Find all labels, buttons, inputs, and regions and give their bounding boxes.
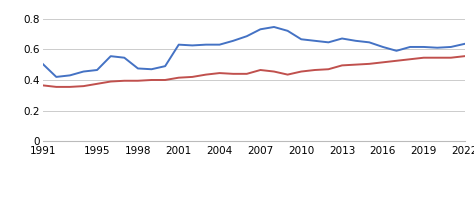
- Kent Hills Elementary School: [298, 38, 304, 41]
- Kent Hills Elementary School: [176, 43, 182, 46]
- Legend: Kent Hills Elementary School, (MI) State Average: Kent Hills Elementary School, (MI) State…: [82, 203, 400, 208]
- (MI) State Average: [353, 63, 358, 66]
- (MI) State Average: [94, 83, 100, 85]
- (MI) State Average: [244, 73, 250, 75]
- Kent Hills Elementary School: [40, 63, 46, 65]
- Kent Hills Elementary School: [135, 67, 141, 70]
- (MI) State Average: [217, 72, 222, 74]
- (MI) State Average: [366, 63, 372, 65]
- (MI) State Average: [54, 86, 59, 88]
- (MI) State Average: [393, 59, 399, 62]
- (MI) State Average: [149, 79, 155, 81]
- (MI) State Average: [285, 73, 291, 76]
- Kent Hills Elementary School: [435, 46, 440, 49]
- Kent Hills Elementary School: [312, 40, 318, 42]
- Kent Hills Elementary School: [257, 28, 263, 31]
- Kent Hills Elementary School: [366, 41, 372, 44]
- Kent Hills Elementary School: [217, 43, 222, 46]
- Kent Hills Elementary School: [67, 74, 73, 77]
- (MI) State Average: [40, 84, 46, 87]
- (MI) State Average: [435, 56, 440, 59]
- Kent Hills Elementary School: [271, 26, 277, 28]
- Kent Hills Elementary School: [380, 46, 386, 48]
- Kent Hills Elementary School: [203, 43, 209, 46]
- (MI) State Average: [298, 70, 304, 73]
- (MI) State Average: [121, 79, 127, 82]
- Kent Hills Elementary School: [339, 37, 345, 40]
- Kent Hills Elementary School: [54, 76, 59, 78]
- (MI) State Average: [339, 64, 345, 67]
- Kent Hills Elementary School: [285, 30, 291, 32]
- Kent Hills Elementary School: [421, 46, 427, 48]
- (MI) State Average: [67, 86, 73, 88]
- Kent Hills Elementary School: [94, 69, 100, 71]
- (MI) State Average: [462, 55, 467, 57]
- (MI) State Average: [326, 68, 331, 71]
- (MI) State Average: [176, 76, 182, 79]
- Kent Hills Elementary School: [149, 68, 155, 71]
- Kent Hills Elementary School: [326, 41, 331, 44]
- Line: (MI) State Average: (MI) State Average: [43, 56, 465, 87]
- Kent Hills Elementary School: [162, 65, 168, 67]
- Kent Hills Elementary School: [462, 43, 467, 45]
- Kent Hills Elementary School: [353, 40, 358, 42]
- (MI) State Average: [407, 58, 413, 61]
- (MI) State Average: [81, 85, 86, 87]
- Kent Hills Elementary School: [407, 46, 413, 48]
- (MI) State Average: [257, 69, 263, 71]
- (MI) State Average: [190, 76, 195, 78]
- (MI) State Average: [421, 56, 427, 59]
- (MI) State Average: [448, 56, 454, 59]
- (MI) State Average: [135, 79, 141, 82]
- (MI) State Average: [312, 69, 318, 71]
- (MI) State Average: [203, 73, 209, 76]
- Kent Hills Elementary School: [81, 70, 86, 73]
- Kent Hills Elementary School: [108, 55, 114, 57]
- Line: Kent Hills Elementary School: Kent Hills Elementary School: [43, 27, 465, 77]
- Kent Hills Elementary School: [190, 44, 195, 47]
- (MI) State Average: [108, 80, 114, 83]
- (MI) State Average: [380, 61, 386, 64]
- Kent Hills Elementary School: [393, 50, 399, 52]
- (MI) State Average: [271, 70, 277, 73]
- Kent Hills Elementary School: [121, 56, 127, 59]
- Kent Hills Elementary School: [244, 35, 250, 37]
- (MI) State Average: [230, 73, 236, 75]
- (MI) State Average: [162, 79, 168, 81]
- Kent Hills Elementary School: [448, 46, 454, 48]
- Kent Hills Elementary School: [230, 40, 236, 42]
